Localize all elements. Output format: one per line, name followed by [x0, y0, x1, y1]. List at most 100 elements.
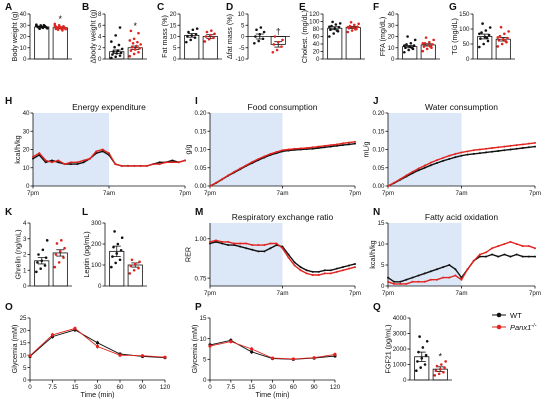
data-point-ko [137, 31, 140, 35]
data-point-ko [131, 41, 135, 45]
data-point-ko [251, 244, 254, 247]
data-point-wt [251, 248, 254, 251]
data-point-wt [82, 161, 85, 164]
data-point-ko [442, 276, 445, 279]
data-point-ko [521, 143, 524, 146]
data-point-ko [55, 242, 59, 245]
data-point-wt [534, 255, 536, 258]
data-point-wt [335, 267, 338, 270]
data-point-wt [76, 163, 79, 166]
data-point-ko [503, 32, 506, 36]
x-tick-label: 7pm [204, 290, 216, 297]
x-axis-label: Time (min) [255, 390, 289, 399]
data-point-ko [466, 268, 469, 271]
data-point-ko [393, 282, 396, 285]
data-point-ko [323, 144, 326, 147]
data-point-wt [189, 38, 192, 42]
y-tick-label: 2000 [393, 346, 407, 353]
data-point-wt [484, 29, 488, 32]
data-point-ko [399, 282, 402, 285]
data-point-ko [28, 354, 32, 358]
data-point-ko [133, 164, 136, 167]
data-point-wt [423, 272, 426, 275]
data-point-ko [335, 143, 338, 146]
y-tick-label: 4000 [393, 315, 407, 322]
panel-label: H [5, 96, 12, 107]
data-point-wt [194, 32, 198, 36]
data-point-wt [113, 45, 116, 49]
data-point-ko [209, 240, 211, 243]
data-point-wt [329, 28, 332, 32]
y-tick-label: 0 [466, 56, 470, 63]
y-axis-label: Glycemia (mM) [190, 325, 199, 374]
data-point-ko [130, 45, 134, 49]
data-point-ko [158, 163, 161, 166]
y-tick-label: 0.05 [194, 165, 207, 172]
y-axis-label: Leptin (pg/mL) [82, 231, 91, 277]
y-tick-label: 50 [463, 41, 470, 48]
legend-ko-label: Panx1-/- [510, 323, 537, 332]
data-point-wt [227, 244, 230, 247]
data-point-wt [119, 249, 123, 252]
data-point-ko [152, 163, 155, 166]
data-point-wt [485, 36, 489, 40]
data-point-ko [521, 245, 524, 248]
data-point-ko [444, 360, 447, 363]
y-axis-label: Fat mass (%) [160, 15, 169, 58]
data-point-ko [496, 36, 500, 39]
panel-label: L [82, 207, 88, 218]
data-point-ko [429, 161, 432, 164]
data-point-ko [527, 142, 530, 145]
data-point-wt [413, 38, 417, 42]
data-point-wt [509, 255, 512, 258]
data-point-wt [408, 45, 412, 48]
data-point-wt [245, 247, 248, 250]
data-point-ko [347, 267, 350, 270]
data-point-ko [108, 152, 110, 155]
data-point-wt [116, 49, 120, 52]
data-point-wt [250, 350, 254, 354]
data-point-ko [257, 157, 260, 160]
data-point-wt [503, 253, 506, 256]
x-tick-label: 7pm [179, 190, 191, 197]
data-point-ko [51, 161, 53, 164]
data-point-ko [250, 347, 254, 351]
data-point-ko [346, 25, 350, 29]
data-point-ko [70, 161, 72, 164]
data-point-ko [281, 38, 284, 42]
data-point-wt [110, 265, 113, 269]
data-point-wt [406, 35, 409, 38]
y-tick-label: 15 [170, 22, 177, 29]
data-point-wt [409, 41, 413, 45]
y-tick-label: 60 [313, 34, 320, 41]
data-point-ko [387, 185, 389, 187]
panel-label: N [373, 207, 380, 218]
y-tick-label: 0 [316, 56, 320, 63]
data-point-wt [35, 24, 38, 28]
data-point-ko [221, 178, 224, 181]
data-point-wt [417, 169, 420, 172]
data-point-ko [53, 24, 57, 28]
data-point-wt [193, 36, 197, 39]
data-point-wt [262, 30, 266, 34]
bar-ko [495, 38, 511, 60]
data-point-wt [410, 46, 414, 50]
data-point-wt [347, 264, 350, 267]
data-point-wt [45, 26, 49, 30]
data-point-wt [341, 266, 344, 269]
y-tick-label: 10 [20, 45, 27, 52]
data-point-ko [333, 352, 337, 356]
data-point-ko [299, 147, 302, 150]
data-point-ko [460, 278, 463, 281]
panel-label: A [5, 2, 12, 13]
data-point-wt [509, 148, 512, 151]
data-point-ko [515, 243, 518, 245]
data-point-wt [515, 147, 518, 150]
panel-label: O [5, 302, 13, 313]
y-tick-label: 0 [391, 56, 395, 63]
data-point-ko [239, 242, 242, 245]
